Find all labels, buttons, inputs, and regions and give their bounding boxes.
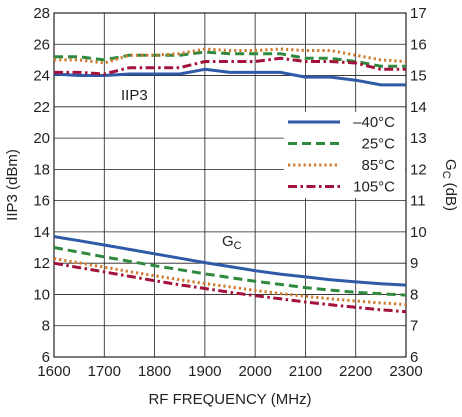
plot-frame xyxy=(53,12,407,358)
y-right-tick-label: 6 xyxy=(410,349,418,366)
x-tick-label: 1700 xyxy=(88,363,121,380)
y-left-tick-label: 26 xyxy=(33,36,50,53)
annotation-gc-sub: C xyxy=(234,240,242,252)
y-right-tick-label: 15 xyxy=(410,68,427,85)
legend-label: 85°C xyxy=(361,157,395,174)
series-line-iip3 xyxy=(54,50,406,68)
y-right-tick-label: 10 xyxy=(410,224,427,241)
y-left-tick-label: 8 xyxy=(42,318,50,335)
y-left-tick-label: 12 xyxy=(33,255,50,272)
legend-label: –40°C xyxy=(353,114,395,131)
y-axis-left-label: IIP3 (dBm) xyxy=(4,149,21,221)
y-right-tick-label: 16 xyxy=(410,36,427,53)
y-axis-right-label-unit: (dB) xyxy=(442,183,459,211)
series-line-gc xyxy=(53,257,407,306)
series-line-gc xyxy=(53,261,407,314)
y-left-tick-label: 10 xyxy=(33,286,50,303)
series-line-gc xyxy=(53,235,407,287)
x-tick-label: 2000 xyxy=(238,363,271,380)
y-right-tick-label: 9 xyxy=(410,255,418,272)
tick-labels: 1600 1700 1800 1900 2000 2100 2200 230068101214… xyxy=(33,5,426,380)
x-tick-label: 2300 xyxy=(389,363,422,380)
y-left-tick-label: 16 xyxy=(33,193,50,210)
y-right-tick-label: 13 xyxy=(410,130,427,147)
series-line-gc xyxy=(53,246,407,297)
legend-label: 25°C xyxy=(361,136,395,153)
x-tick-label: 2200 xyxy=(339,363,372,380)
series-line-iip3 xyxy=(54,47,407,65)
y-axis-right-label: GC (dB) xyxy=(440,159,459,211)
series-lines xyxy=(53,47,407,314)
y-left-tick-label: 22 xyxy=(33,99,50,116)
y-left-tick-label: 28 xyxy=(33,5,50,22)
y-axis-right-label-sub: C xyxy=(440,171,452,179)
y-right-tick-label: 7 xyxy=(410,318,418,335)
y-right-tick-label: 11 xyxy=(410,193,426,210)
y-left-tick-label: 20 xyxy=(33,130,50,147)
legend-box xyxy=(284,112,405,198)
series-line-iip3 xyxy=(54,56,406,76)
x-tick-label: 1600 xyxy=(37,363,70,380)
series-line-iip3 xyxy=(53,67,406,87)
x-tick-label: 1800 xyxy=(138,363,171,380)
y-left-tick-label: 14 xyxy=(33,224,50,241)
x-tick-label: 1900 xyxy=(188,363,221,380)
legend: –40°C 25°C 85°C 105°C xyxy=(288,114,395,196)
annotation-gc-main: G xyxy=(222,233,234,250)
y-right-tick-label: 12 xyxy=(410,161,427,178)
y-right-tick-label: 8 xyxy=(410,286,418,303)
y-axis-right-label-main: G xyxy=(442,159,459,171)
y-right-tick-label: 17 xyxy=(410,5,427,22)
legend-label: 105°C xyxy=(353,179,395,196)
y-left-tick-label: 6 xyxy=(42,349,50,366)
annotation-gc: GC xyxy=(222,233,242,252)
x-tick-label: 2100 xyxy=(289,363,322,380)
y-right-tick-label: 14 xyxy=(410,99,427,116)
x-axis-label: RF FREQUENCY (MHz) xyxy=(148,391,311,408)
y-left-tick-label: 18 xyxy=(33,161,50,178)
y-left-tick-label: 24 xyxy=(33,68,50,85)
annotation-iip3: IIP3 xyxy=(121,87,148,104)
